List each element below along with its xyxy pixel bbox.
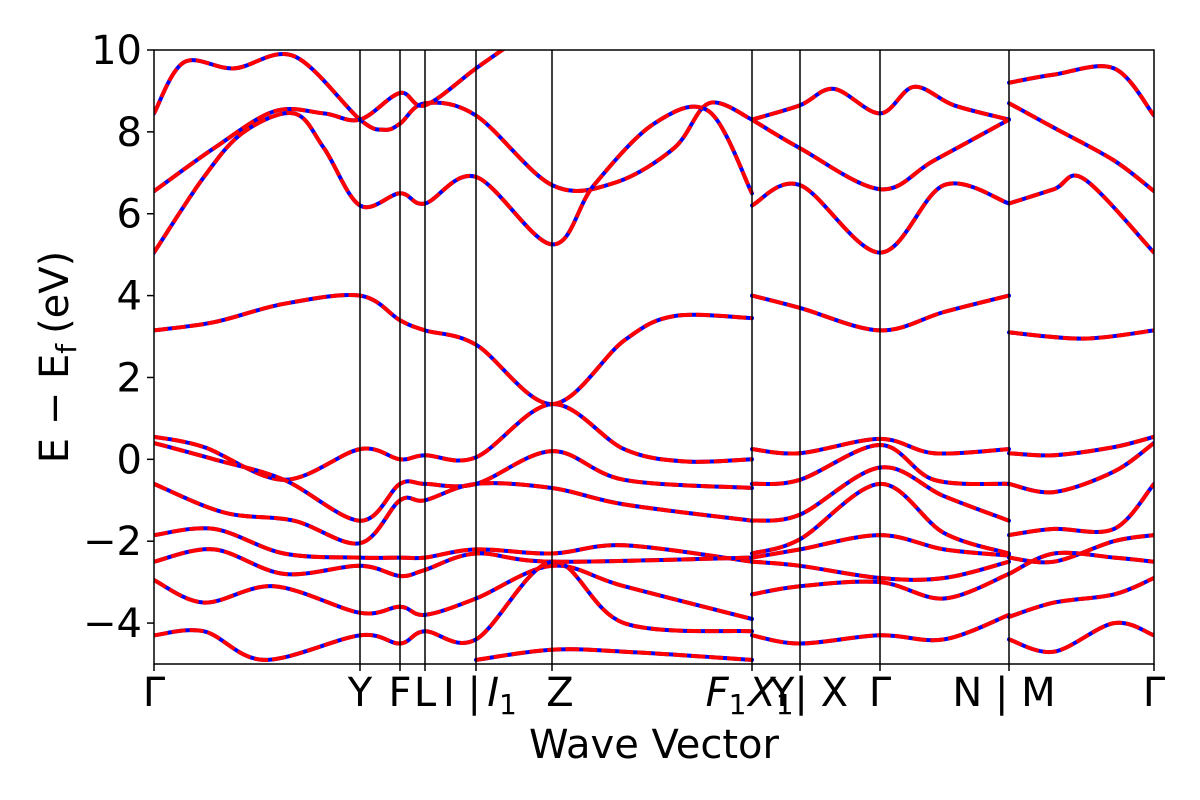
band-line-red-18 [751,465,1010,523]
y-tick-label-6: 8 [117,110,142,156]
band-line-blue-6 [154,481,754,546]
band-line-red-10 [154,559,753,662]
x-tick-label-main-11: N | M [952,670,1055,716]
band-line-red-34 [1008,620,1154,655]
x-tick-label-main-3: L [414,670,437,716]
y-axis-label-main: E − E [32,354,78,464]
x-tick-label-11: N | M [952,670,1055,716]
x-tick-label-2: F [388,670,411,716]
x-tick-label-0: Γ [143,670,166,716]
x-tick-label-3: L [414,670,437,716]
band-line-red-3 [154,293,753,407]
band-line-red-5 [154,441,753,523]
x-tick-label-main-7: F [706,670,730,716]
x-tick-label-main-1: Y [347,670,373,716]
band-line-red-14 [750,181,1010,255]
band-line-red-7 [154,526,753,564]
x-tick-label-9: Y| X [769,670,848,716]
x-tick-label-5: I1 [487,670,517,721]
x-tick-label-10: Γ [869,670,892,716]
band-line-red-9 [154,563,753,621]
band-line-red-30 [1008,482,1154,538]
x-tick-label-main-6: Z [546,670,573,716]
band-line-red-33 [1008,576,1154,619]
x-tick-label-main-4: I | [443,670,481,716]
band-line-red-25 [1008,101,1154,193]
x-tick-label-main-10: Γ [869,670,892,716]
y-axis-label: E − Ef (eV) [32,251,83,464]
band-line-red-24 [1008,64,1154,117]
y-axis-label-sub: f [50,343,83,354]
x-tick-label-main-8: X [746,670,777,716]
x-tick-label-main-0: Γ [143,670,166,716]
x-tick-label-1: Y [347,670,373,716]
x-tick-label-main-2: F [388,670,411,716]
x-tick-label-4: I | [443,670,481,716]
y-tick-label-3: 2 [117,355,142,401]
band-line-blue-3 [154,293,754,407]
x-tick-label-12: Γ [1143,670,1166,716]
x-tick-label-main-5: I [487,670,499,716]
band-line-blue-26 [1007,173,1154,255]
band-line-red-26 [1008,173,1154,254]
band-line-red-28 [1008,434,1154,458]
kpoint-lines [359,50,1010,664]
y-tick-label-2: 0 [117,437,142,483]
band-line-blue-10 [154,559,754,662]
y-tick-label-0: −4 [83,601,142,647]
y-tick-label-7: 10 [91,28,142,74]
y-axis-label-unit: (eV) [32,251,78,334]
band-line-blue-0 [154,52,754,193]
band-line-red-11 [475,647,753,662]
band-line-red-29 [1008,441,1154,495]
y-tick-label-4: 4 [117,274,142,320]
x-tick-label-main-9: Y| X [769,670,848,716]
y-tick-label-5: 6 [117,192,142,238]
x-tick-label-8: X1 [746,670,793,721]
x-tick-label-7: F1 [706,670,747,721]
x-axis-label: Wave Vector [529,722,780,768]
band-line-red-0 [154,52,753,193]
x-tick-label-sub-8: 1 [776,688,794,721]
band-line-red-27 [1008,328,1154,341]
band-line-red-32 [1008,550,1154,576]
x-tick-label-sub-7: 1 [729,688,747,721]
x-tick-label-6: Z [546,670,573,716]
band-line-blue-24 [1007,64,1154,118]
plot-frame [153,49,1155,665]
y-tick-label-1: −2 [83,519,142,565]
x-tick-label-sub-5: 1 [499,688,517,721]
x-tick-label-main-12: Γ [1143,670,1166,716]
band-line-red-1 [154,50,506,193]
y-axis-ticks: −4 −2 0 2 4 6 8 10 [83,28,154,647]
bands-layer [154,50,1154,662]
band-line-red-6 [154,481,753,546]
